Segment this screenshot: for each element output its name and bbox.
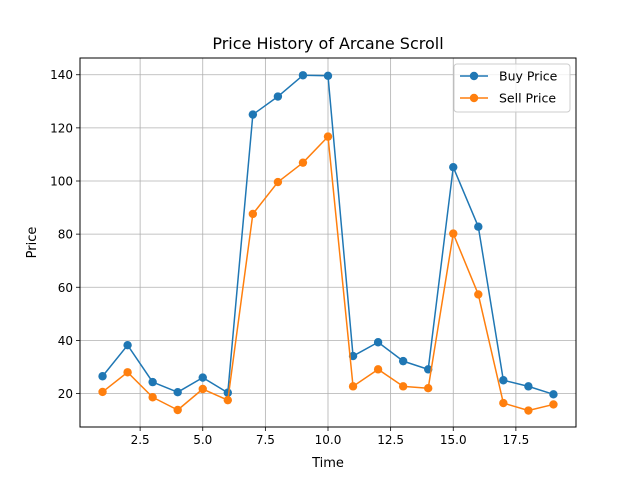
- buy-price-point: [173, 387, 182, 397]
- sell-price-point: [198, 384, 207, 394]
- series-layer: [98, 71, 558, 415]
- sell-price-point: [273, 177, 283, 187]
- buy-price-legend-label: Buy Price: [499, 69, 558, 84]
- sell-price-point: [373, 365, 383, 374]
- y-tick-label: 80: [58, 228, 73, 242]
- chart-title: Price History of Arcane Scroll: [212, 34, 443, 53]
- sell-price-legend-label: Sell Price: [499, 91, 556, 106]
- x-tick-label: 10.0: [315, 433, 342, 447]
- sell-price-point: [348, 382, 358, 391]
- buy-price-point: [398, 356, 408, 366]
- y-tick-label: 60: [58, 281, 73, 295]
- y-tick-label: 20: [58, 387, 73, 401]
- sell-price-point: [449, 229, 458, 238]
- sell-price-point: [298, 158, 308, 167]
- sell-price-point: [123, 368, 132, 377]
- buy-price-point: [98, 372, 107, 381]
- buy-price-point: [449, 162, 458, 172]
- buy-price-legend-marker: [469, 71, 479, 81]
- buy-price-point: [273, 92, 283, 101]
- buy-price-point: [474, 222, 483, 231]
- buy-price-point: [148, 377, 157, 387]
- x-tick-label: 7.5: [256, 433, 275, 447]
- y-tick-label: 100: [50, 175, 73, 189]
- sell-price-point: [173, 405, 182, 415]
- axis-ticks: 2.5 5.0 7.5 10.0 12.5 15.0 17.5 20 40 60 80 100 120 1…: [50, 68, 529, 447]
- sell-price-point: [524, 406, 533, 415]
- y-axis-label: Price: [25, 227, 40, 259]
- buy-price-point: [323, 71, 333, 80]
- y-tick-label: 40: [58, 334, 73, 348]
- x-tick-label: 2.5: [131, 433, 150, 447]
- legend: Buy Price Sell Price: [453, 63, 571, 113]
- y-tick-label: 120: [50, 121, 73, 135]
- x-tick-label: 5.0: [193, 433, 212, 447]
- buy-price-point: [524, 382, 533, 391]
- y-tick-label: 140: [50, 68, 73, 82]
- buy-price-point: [198, 373, 207, 382]
- buy-price-point: [549, 390, 558, 399]
- sell-price-point: [148, 393, 157, 402]
- sell-price-point: [549, 400, 558, 409]
- x-tick-label: 15.0: [440, 433, 467, 447]
- sell-price-point: [323, 132, 333, 141]
- sell-price-point: [98, 387, 107, 397]
- buy-price-point: [223, 388, 232, 397]
- x-axis-label: Time: [311, 456, 344, 471]
- sell-price-point: [499, 398, 508, 408]
- sell-price-point: [398, 382, 408, 391]
- buy-price-point: [499, 376, 508, 385]
- sell-price-point: [474, 290, 483, 299]
- buy-price-point: [298, 71, 308, 80]
- sell-price-point: [248, 209, 258, 219]
- sell-price-point: [223, 395, 232, 405]
- x-tick-label: 12.5: [377, 433, 404, 447]
- sell-price-point: [424, 384, 433, 393]
- x-tick-label: 17.5: [503, 433, 530, 447]
- buy-price-point: [373, 338, 383, 347]
- buy-price-point: [248, 110, 258, 119]
- sell-price-legend-marker: [469, 93, 479, 103]
- buy-price-point: [123, 340, 132, 350]
